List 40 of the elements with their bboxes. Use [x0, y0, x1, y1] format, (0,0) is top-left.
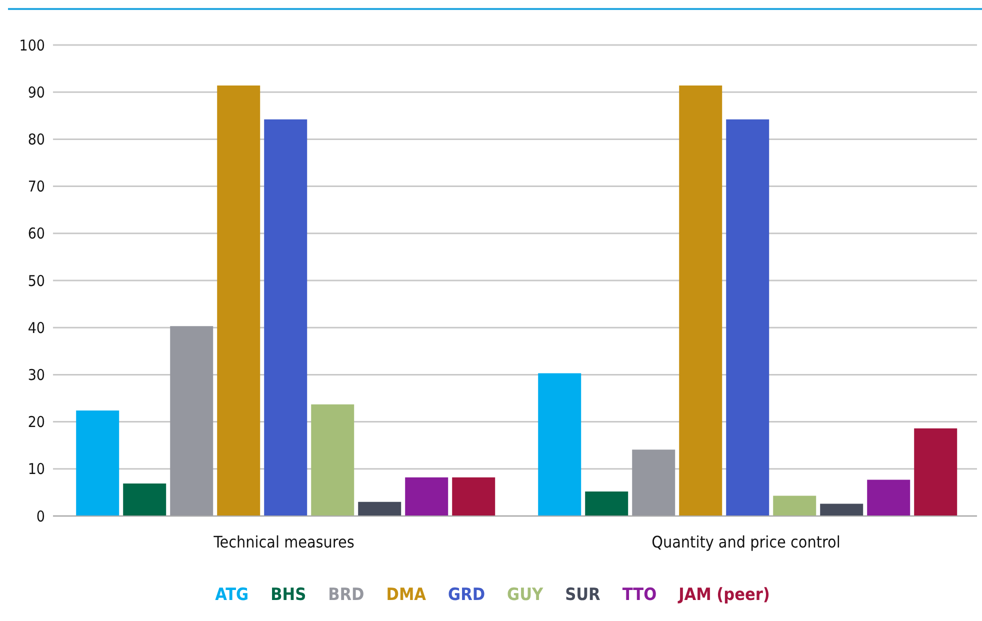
text: GRD [448, 585, 486, 605]
bar [452, 477, 496, 516]
text: DMA [386, 585, 426, 605]
y-tick-label: 30 [28, 366, 45, 384]
text: TTO [622, 585, 657, 605]
x-tick-label: Technical measures [212, 532, 354, 552]
text: BRD [328, 585, 364, 605]
bar [867, 480, 910, 516]
bar [170, 326, 214, 516]
y-tick-label: 40 [28, 318, 45, 337]
bar [264, 119, 308, 516]
bar [405, 477, 448, 516]
y-tick-label: 0 [36, 507, 45, 526]
text: JAM (peer) [678, 585, 770, 605]
y-tick-label: 20 [28, 413, 45, 432]
bar [773, 496, 816, 516]
y-tick-label: 50 [28, 272, 45, 290]
y-tick-label: 100 [19, 36, 45, 54]
text: SUR [565, 585, 600, 605]
bar [76, 410, 120, 516]
y-tick-label: 60 [28, 224, 45, 243]
y-tick-label: 90 [28, 83, 45, 102]
bar [358, 502, 402, 516]
text: BHS [270, 585, 306, 605]
bar [585, 492, 628, 516]
bar [914, 428, 958, 516]
bar [217, 86, 260, 516]
bar [679, 86, 722, 516]
text: ATG [215, 585, 249, 605]
y-tick-label: 80 [28, 130, 45, 149]
text: GUY [507, 585, 544, 605]
bar [820, 504, 864, 516]
bar [726, 119, 770, 516]
bar [632, 450, 676, 516]
bar [538, 373, 582, 516]
bar [311, 404, 354, 516]
y-tick-label: 10 [28, 460, 45, 478]
x-tick-label: Quantity and price control [652, 532, 840, 552]
y-tick-label: 70 [28, 178, 45, 196]
bar [123, 484, 166, 516]
